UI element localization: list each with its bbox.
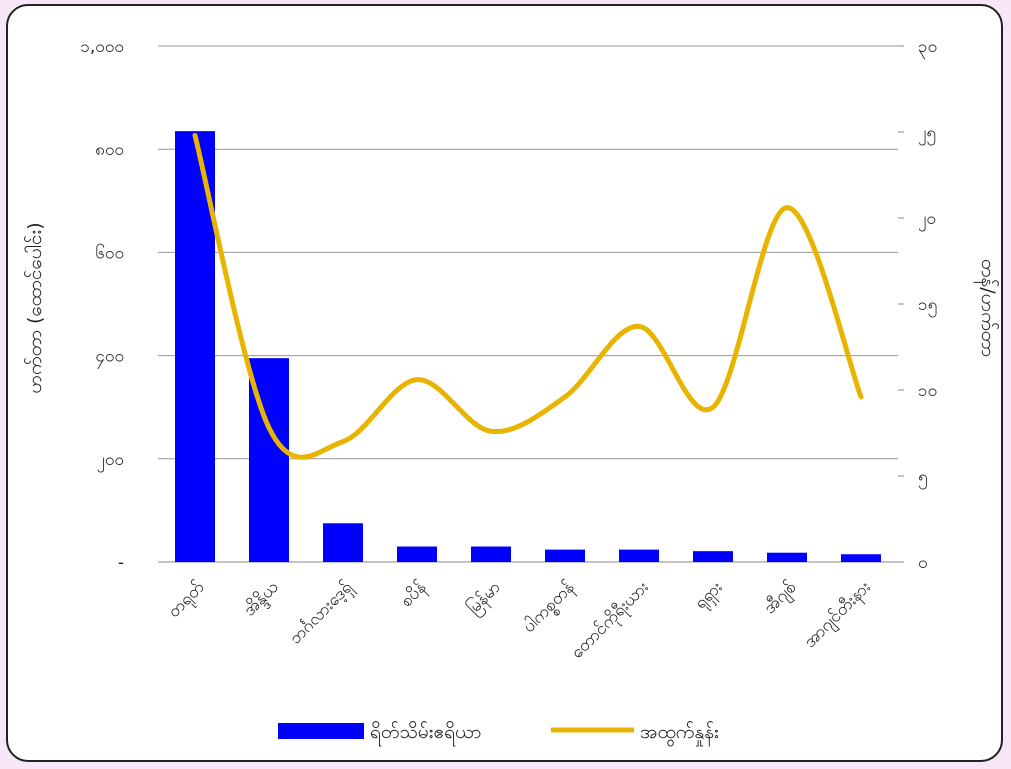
- category-label: ပါကစ္စတန်: [518, 577, 580, 639]
- bar: [841, 554, 881, 562]
- bar: [471, 546, 511, 562]
- category-label: စပိန်: [397, 577, 433, 613]
- chart-canvas: - ၂၀၀ ၄၀၀ ၆၀၀ ၈၀၀ ၁,၀၀၀ ၀ ၅ ၁၀ ၁၅ ၂၀ ၂၅ ၃၀ တရုတ် အိန…: [23, 37, 1000, 747]
- legend-bar-label: ရိတ်သိမ်းဧရိယာ: [370, 720, 481, 747]
- chart-frame: - ၂၀၀ ၄၀၀ ၆၀၀ ၈၀၀ ၁,၀၀၀ ၀ ၅ ၁၀ ၁၅ ၂၀ ၂၅ ၃၀ တရုတ် အိန…: [6, 4, 1003, 762]
- category-label: ရုရှား: [691, 577, 729, 615]
- right-axis-tick-label: ၃၀: [918, 37, 937, 60]
- right-axis-title: တန်/ဟက်တာ: [973, 259, 1000, 357]
- category-axis-labels: တရုတ် အိန္ဒိယ ဘင်္ဂလားဒေ့ရှ် စပိန် မြန်မာ ပါက…: [164, 576, 877, 665]
- left-axis-title: ဟက်တာ (ထောင်ပေါင်း): [23, 222, 46, 393]
- right-axis-ticks: ၀ ၅ ၁၀ ၁၅ ၂၀ ၂၅ ၃၀: [898, 37, 937, 573]
- category-label: အိန္ဒိယ: [239, 577, 284, 622]
- left-axis-tick-label: ၆၀၀: [95, 242, 124, 263]
- legend-line-label: အထွက်နှုန်း: [640, 720, 719, 747]
- bar-series: [175, 131, 881, 562]
- legend: ရိတ်သိမ်းဧရိယာ အထွက်နှုန်း: [278, 720, 719, 747]
- right-axis-tick-label: ၂၀: [918, 209, 936, 232]
- bar: [545, 549, 585, 562]
- category-label: တောင်ကိုရီးယား: [567, 577, 654, 664]
- right-axis-tick-label: ၁၅: [918, 295, 937, 318]
- category-label: မြန်မာ: [462, 576, 507, 621]
- bar: [323, 523, 363, 562]
- category-label: အာဂျင်တီးနား: [800, 577, 877, 654]
- left-axis-tick-label: ၈၀၀: [95, 140, 124, 160]
- bar: [619, 549, 659, 562]
- bar: [693, 551, 733, 562]
- left-axis-tick-label: ၄၀၀: [95, 347, 124, 370]
- bar: [397, 546, 437, 562]
- legend-bar-swatch: [278, 723, 364, 739]
- right-axis-tick-label: ၅: [918, 467, 928, 490]
- line-series: [192, 132, 864, 460]
- left-axis-tick-label: ၁,၀၀၀: [80, 37, 124, 57]
- right-axis-tick-label: ၂၅: [918, 123, 936, 146]
- left-axis-ticks: - ၂၀၀ ၄၀၀ ၆၀၀ ၈၀၀ ၁,၀၀၀: [80, 37, 124, 573]
- right-axis-tick-label: ၁၀: [918, 381, 937, 401]
- bar: [767, 552, 807, 562]
- left-axis-tick-label: ၂၀၀: [97, 450, 124, 473]
- line-series-path: [192, 132, 864, 460]
- category-label: တရုတ်: [164, 577, 211, 624]
- left-axis-tick-label: -: [118, 553, 124, 573]
- right-axis-tick-label: ၀: [918, 553, 928, 573]
- category-label: ဘင်္ဂလားဒေ့ရှ်: [285, 577, 358, 650]
- category-label: အီဂျစ်: [760, 577, 803, 620]
